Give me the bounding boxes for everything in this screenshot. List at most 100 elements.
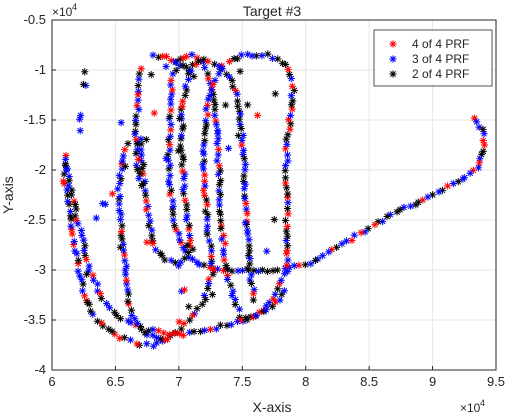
point-2of4 <box>283 232 292 240</box>
point-2of4 <box>190 72 198 81</box>
point-3of4 <box>167 120 175 129</box>
point-2of4 <box>211 105 219 113</box>
point-2of4 <box>72 205 80 213</box>
point-2of4 <box>138 182 146 190</box>
y-tick-label: -3.5 <box>24 312 46 327</box>
point-2of4 <box>201 207 209 215</box>
point-2of4 <box>270 215 278 224</box>
point-3of4 <box>212 325 220 333</box>
point-3of4 <box>214 151 222 159</box>
point-3of4 <box>135 105 143 114</box>
point-3of4 <box>143 340 151 348</box>
point-4of4 <box>179 97 187 105</box>
point-3of4 <box>76 127 84 135</box>
point-3of4 <box>74 267 82 275</box>
point-3of4 <box>215 201 224 209</box>
point-2of4 <box>204 284 212 293</box>
point-3of4 <box>241 166 249 174</box>
point-3of4 <box>166 172 174 180</box>
point-3of4 <box>271 290 279 298</box>
y-tick-label: -1 <box>34 62 46 77</box>
point-2of4 <box>412 201 420 209</box>
point-3of4 <box>449 179 457 188</box>
point-3of4 <box>153 334 161 342</box>
point-3of4 <box>115 206 123 215</box>
point-2of4 <box>215 181 224 189</box>
x-tick-label: 8 <box>302 374 309 389</box>
point-3of4 <box>263 247 271 255</box>
point-2of4 <box>83 270 91 278</box>
point-3of4 <box>227 321 235 329</box>
point-3of4 <box>61 156 70 164</box>
point-2of4 <box>74 256 82 264</box>
point-2of4 <box>249 296 257 304</box>
point-2of4 <box>117 231 125 239</box>
point-2of4 <box>269 267 277 275</box>
point-4of4 <box>96 289 104 298</box>
point-3of4 <box>71 247 79 255</box>
point-2of4 <box>124 297 132 305</box>
point-3of4 <box>101 200 109 208</box>
point-4of4 <box>160 329 168 337</box>
point-4of4 <box>166 330 174 338</box>
point-2of4 <box>170 222 179 230</box>
point-3of4 <box>233 90 241 98</box>
point-3of4 <box>166 161 174 169</box>
point-2of4 <box>242 314 250 322</box>
point-4of4 <box>149 239 157 248</box>
point-4of4 <box>180 286 189 294</box>
point-3of4 <box>283 140 291 148</box>
point-3of4 <box>114 185 122 193</box>
point-2of4 <box>193 305 201 313</box>
point-4of4 <box>284 210 292 218</box>
point-2of4 <box>229 83 237 91</box>
point-2of4 <box>224 265 232 274</box>
point-2of4 <box>145 222 153 230</box>
point-2of4 <box>87 307 95 315</box>
point-2of4 <box>281 216 290 225</box>
point-3of4 <box>146 217 154 225</box>
point-3of4 <box>115 200 123 208</box>
point-3of4 <box>65 182 73 190</box>
point-3of4 <box>307 260 315 268</box>
point-2of4 <box>186 316 194 324</box>
point-3of4 <box>76 272 84 280</box>
point-2of4 <box>284 190 292 198</box>
point-4of4 <box>166 141 174 149</box>
point-4of4 <box>142 206 150 214</box>
point-3of4 <box>80 246 88 255</box>
point-3of4 <box>223 275 232 284</box>
point-4of4 <box>82 255 90 264</box>
point-3of4 <box>287 92 295 100</box>
point-2of4 <box>81 242 89 250</box>
points-layer <box>59 50 489 350</box>
chart-title: Target #3 <box>243 3 302 19</box>
point-2of4 <box>236 67 244 75</box>
point-2of4 <box>124 290 133 298</box>
point-2of4 <box>204 70 212 78</box>
y-tick-label: -2.5 <box>24 212 46 227</box>
point-3of4 <box>116 216 125 224</box>
legend-label: 2 of 4 PRF <box>412 67 469 81</box>
point-3of4 <box>76 115 84 123</box>
point-4of4 <box>180 319 188 328</box>
point-2of4 <box>227 281 235 289</box>
point-2of4 <box>208 290 216 299</box>
point-3of4 <box>241 180 249 188</box>
point-2of4 <box>179 122 187 130</box>
point-3of4 <box>241 160 250 169</box>
point-3of4 <box>162 155 170 163</box>
point-2of4 <box>263 267 272 276</box>
point-3of4 <box>149 325 157 334</box>
x-tick-label: 7.5 <box>233 374 251 389</box>
point-4of4 <box>183 52 191 60</box>
point-4of4 <box>225 57 234 66</box>
point-3of4 <box>242 205 250 213</box>
point-3of4 <box>94 280 102 288</box>
point-3of4 <box>245 236 253 244</box>
legend-marker <box>389 55 397 63</box>
point-3of4 <box>177 132 185 140</box>
point-3of4 <box>65 172 73 181</box>
point-3of4 <box>74 220 82 228</box>
point-3of4 <box>214 135 222 143</box>
